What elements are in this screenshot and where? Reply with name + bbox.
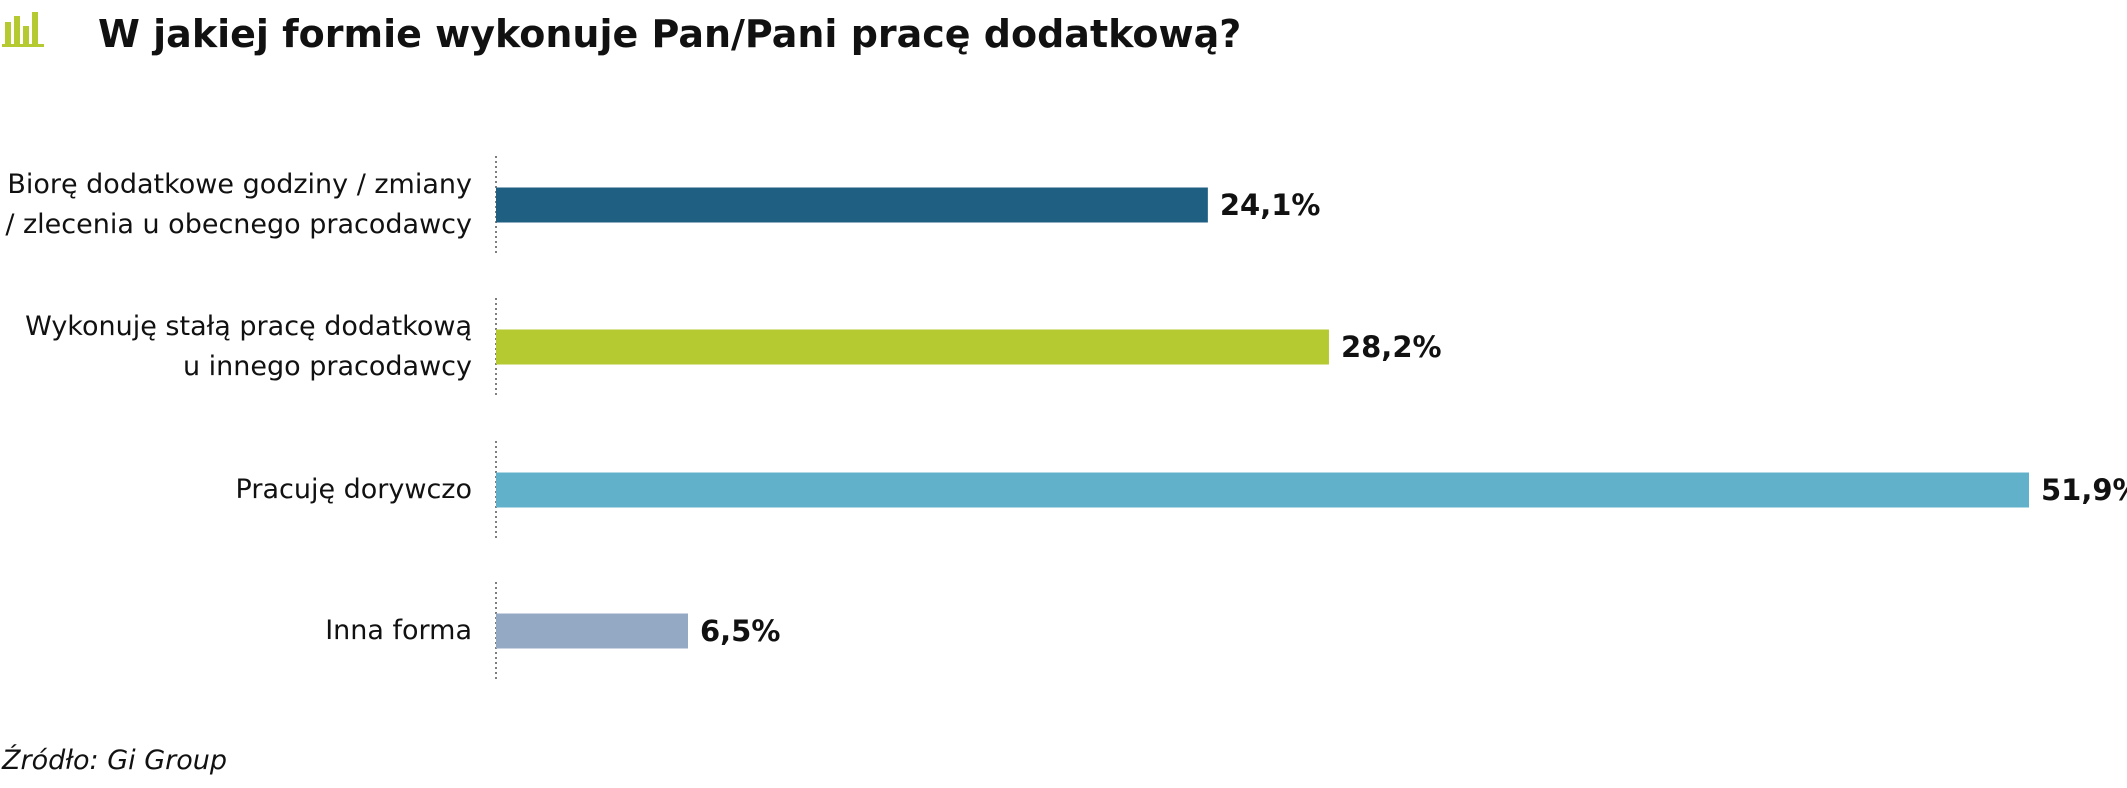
bar	[496, 613, 688, 649]
value-label: 28,2%	[1340, 330, 1442, 364]
chart-title: W jakiej formie wykonuje Pan/Pani pracę …	[98, 12, 1242, 56]
value-label: 24,1%	[1219, 188, 1321, 222]
value-label: 6,5%	[699, 614, 781, 648]
source-note: Źródło: Gi Group	[2, 745, 228, 776]
value-label: 51,9%	[2041, 473, 2127, 507]
bar	[496, 187, 1208, 223]
chart-icon	[2, 12, 44, 47]
category-label: Biorę dodatkowe godziny / zmiany / zlece…	[5, 169, 472, 240]
category-label: Wykonuję stałą pracę dodatkową u innego …	[25, 311, 472, 382]
bar	[496, 329, 1329, 365]
bar	[496, 472, 2029, 508]
category-label: Inna forma	[325, 615, 472, 646]
category-label: Pracuję dorywczo	[235, 474, 472, 505]
